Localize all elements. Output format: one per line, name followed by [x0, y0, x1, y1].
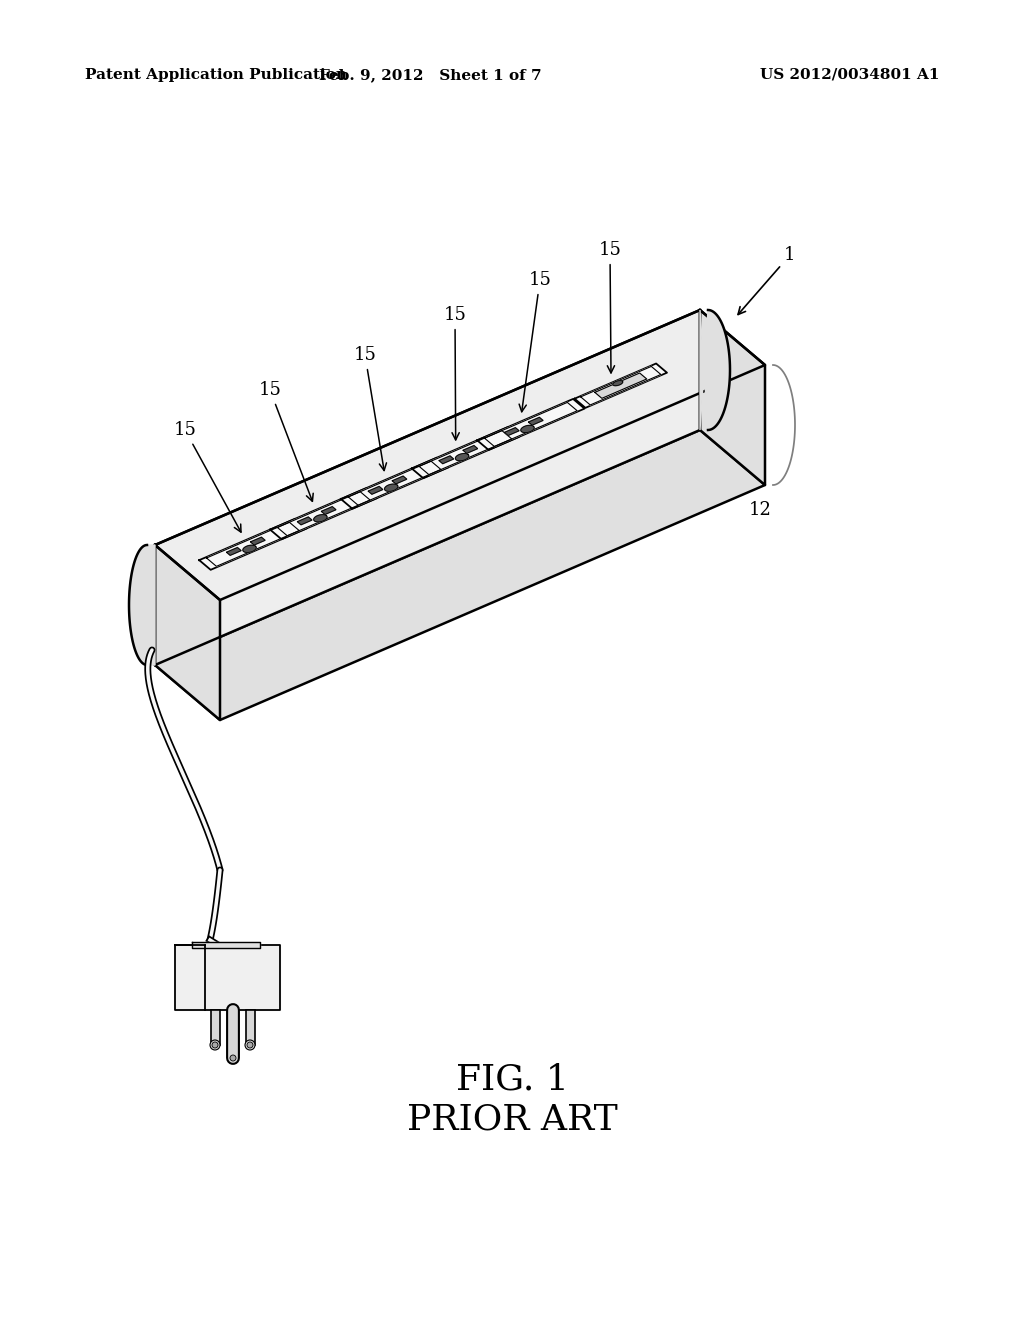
Polygon shape: [369, 487, 383, 494]
Polygon shape: [341, 458, 449, 508]
Polygon shape: [193, 942, 260, 948]
Polygon shape: [251, 537, 265, 545]
Polygon shape: [581, 367, 660, 405]
Polygon shape: [155, 310, 700, 665]
Text: 15: 15: [519, 271, 552, 412]
Polygon shape: [155, 545, 220, 719]
Polygon shape: [700, 310, 730, 430]
Bar: [211, 1010, 220, 1045]
Text: 1: 1: [738, 246, 796, 314]
Text: 15: 15: [443, 306, 467, 440]
Text: PRIOR ART: PRIOR ART: [407, 1104, 617, 1137]
Circle shape: [212, 1041, 218, 1048]
Polygon shape: [270, 488, 378, 540]
Polygon shape: [226, 548, 241, 556]
Polygon shape: [313, 515, 327, 521]
Polygon shape: [243, 545, 256, 552]
Polygon shape: [521, 425, 535, 433]
Polygon shape: [200, 519, 306, 570]
Polygon shape: [297, 517, 312, 525]
Text: 12: 12: [749, 502, 771, 519]
Polygon shape: [175, 945, 280, 1010]
Circle shape: [210, 1040, 220, 1049]
Text: 15: 15: [259, 381, 313, 502]
Text: 15: 15: [173, 421, 241, 532]
Text: Feb. 9, 2012   Sheet 1 of 7: Feb. 9, 2012 Sheet 1 of 7: [318, 69, 542, 82]
Bar: [246, 1010, 255, 1045]
Polygon shape: [385, 484, 398, 491]
Polygon shape: [456, 454, 469, 461]
Text: US 2012/0034801 A1: US 2012/0034801 A1: [761, 69, 940, 82]
Text: 15: 15: [599, 242, 622, 374]
Polygon shape: [595, 374, 647, 399]
Polygon shape: [278, 492, 370, 536]
Polygon shape: [129, 545, 155, 665]
Polygon shape: [207, 523, 299, 566]
Polygon shape: [574, 363, 667, 408]
Circle shape: [247, 1041, 253, 1048]
Polygon shape: [348, 461, 441, 506]
Polygon shape: [463, 446, 477, 453]
Polygon shape: [477, 399, 585, 450]
Polygon shape: [528, 417, 543, 425]
Polygon shape: [412, 428, 519, 478]
Polygon shape: [505, 428, 519, 436]
Polygon shape: [700, 310, 765, 484]
Polygon shape: [484, 403, 578, 446]
Polygon shape: [392, 477, 407, 484]
Polygon shape: [419, 430, 512, 475]
Circle shape: [245, 1040, 255, 1049]
Polygon shape: [155, 430, 765, 719]
Polygon shape: [612, 380, 623, 385]
Text: Patent Application Publication: Patent Application Publication: [85, 69, 347, 82]
Text: 15: 15: [353, 346, 386, 470]
Polygon shape: [322, 507, 336, 515]
Text: FIG. 1: FIG. 1: [456, 1063, 568, 1097]
Circle shape: [230, 1055, 236, 1061]
Polygon shape: [155, 310, 765, 601]
Polygon shape: [439, 455, 454, 463]
